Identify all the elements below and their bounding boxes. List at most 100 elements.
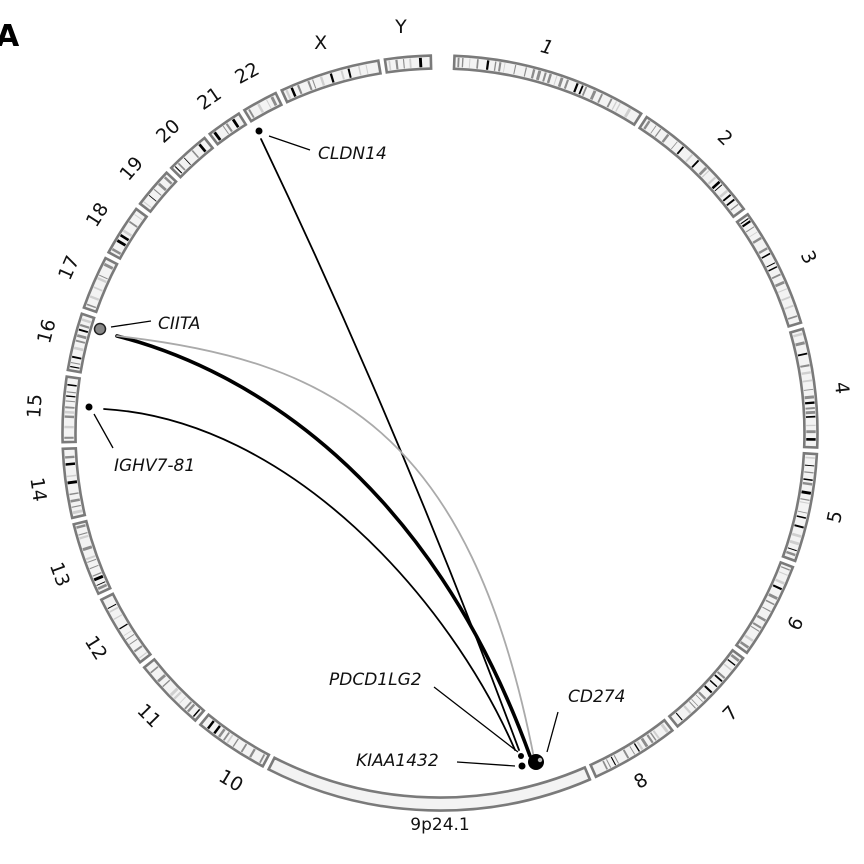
cytoband <box>730 654 740 662</box>
cytoband <box>92 572 102 577</box>
cytoband <box>485 60 490 70</box>
cytoband <box>542 72 547 82</box>
cytoband <box>787 547 797 552</box>
cytoband <box>758 247 768 254</box>
cytoband <box>64 410 75 414</box>
cytoband <box>629 746 636 755</box>
cytoband <box>153 188 162 196</box>
cytoband <box>347 68 352 78</box>
cytoband <box>535 70 542 81</box>
chromosome-label-10: 10 <box>215 765 247 796</box>
leader-line-CLDN14 <box>268 135 311 151</box>
cytoband <box>312 79 317 89</box>
gene-label-PDCD1LG2: PDCD1LG2 <box>329 670 422 690</box>
chromosome-17 <box>82 256 119 314</box>
cytoband <box>222 125 229 135</box>
cytoband <box>752 236 762 244</box>
cytoband <box>615 103 621 112</box>
cytoband <box>418 57 423 68</box>
gene-label-CD274: CD274 <box>568 687 625 707</box>
chromosome-segment <box>637 115 746 219</box>
cytoband <box>766 262 776 268</box>
cytoband <box>802 481 813 486</box>
cytoband <box>704 685 713 694</box>
chromosome-label-15: 15 <box>23 393 47 419</box>
chromosome-10 <box>198 712 271 769</box>
chromosome-label-7: 7 <box>718 702 742 726</box>
ideogram-ring <box>61 54 819 812</box>
cytoband <box>85 555 96 561</box>
chromosome-label-17: 17 <box>54 252 84 283</box>
cytoband <box>772 584 783 591</box>
cytoband <box>800 364 810 368</box>
cytoband <box>358 66 362 76</box>
chromosome-label-3: 3 <box>796 247 821 267</box>
cytoband <box>606 98 613 108</box>
cytoband <box>73 346 84 352</box>
cytoband <box>636 741 644 751</box>
cytoband <box>78 532 88 536</box>
cytoband <box>756 614 767 622</box>
cytoband <box>789 539 800 546</box>
cytoband <box>652 730 660 739</box>
chromosome-label-9p24.1: 9p24.1 <box>410 815 469 835</box>
leader-line-KIAA1432 <box>456 761 516 767</box>
cytoband <box>67 383 77 387</box>
cytoband <box>805 410 816 415</box>
chromosome-label-2: 2 <box>713 126 737 150</box>
cytoband <box>249 748 256 758</box>
cytoband <box>716 671 726 679</box>
chromosome-4 <box>788 327 819 449</box>
chromosome-label-16: 16 <box>33 317 60 346</box>
cytoband <box>800 498 810 501</box>
cytoband <box>70 498 80 503</box>
chromosome-label-22: 22 <box>231 58 263 89</box>
cytoband <box>671 141 678 150</box>
cytoband <box>128 220 138 228</box>
cytoband <box>64 425 74 429</box>
chromosome-2 <box>637 115 746 219</box>
cytoband <box>493 61 497 71</box>
cytoband <box>89 564 99 570</box>
cytoband <box>643 120 651 130</box>
leader-line-IGHV7-81 <box>93 413 114 449</box>
cytoband <box>801 490 812 495</box>
chromosome-22 <box>242 91 284 123</box>
cytoband <box>762 606 771 612</box>
cytoband <box>93 286 103 292</box>
cytoband <box>786 550 796 557</box>
link-CIITA-CD274 <box>116 335 535 759</box>
cytoband <box>157 182 167 192</box>
chromosome-6 <box>734 560 795 655</box>
cytoband <box>64 436 74 439</box>
cytoband <box>805 401 815 405</box>
cytoband <box>290 87 297 97</box>
cytoband <box>768 593 778 600</box>
cytoband <box>806 430 816 434</box>
cytoband <box>805 415 816 418</box>
chromosome-segment <box>383 54 433 74</box>
gene-marker-CD274 <box>528 754 544 770</box>
chromosome-label-8: 8 <box>630 769 651 794</box>
cytoband <box>123 630 132 637</box>
cytoband <box>65 462 76 466</box>
cytoband <box>365 64 369 74</box>
cytoband <box>198 143 207 153</box>
cytoband <box>213 131 222 141</box>
chromosome-segment <box>734 560 795 655</box>
chromosome-label-X: X <box>314 32 327 54</box>
cytoband <box>67 480 78 485</box>
cytoband <box>70 365 80 369</box>
gene-marker-CLDN14 <box>255 127 263 135</box>
cytoband <box>739 641 750 649</box>
cytoband <box>723 663 732 671</box>
cytoband <box>787 315 798 320</box>
cytoband <box>461 57 464 68</box>
cytoband <box>691 699 699 707</box>
cytoband <box>804 395 815 400</box>
cytoband <box>650 125 657 134</box>
leader-line-CIITA <box>110 320 152 328</box>
cytoband <box>192 708 201 717</box>
cytoband <box>730 203 739 211</box>
cytoband <box>257 103 264 113</box>
